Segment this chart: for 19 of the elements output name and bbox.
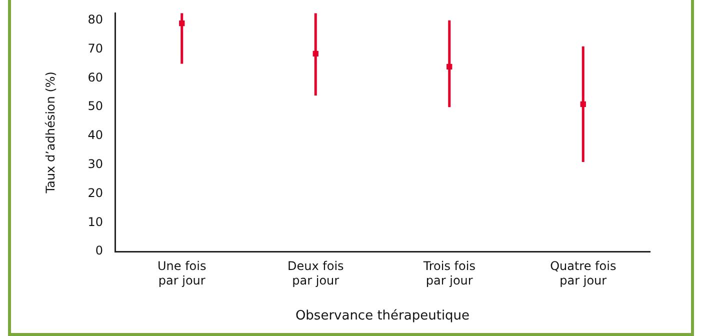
category-label: Trois fois [423,258,476,273]
y-tick-label: 10 [88,214,103,229]
category-label: par jour [158,273,206,288]
y-tick-label: 80 [88,12,103,27]
category-label: Une fois [158,258,206,273]
y-tick-label: 70 [88,41,103,56]
x-axis-title: Observance thérapeutique [295,308,470,324]
y-axis-title: Taux d’adhésion (%) [43,72,58,194]
y-tick-label: 50 [88,99,103,114]
y-tick-label: 20 [88,186,103,200]
y-tick-label: 60 [88,70,103,84]
category-label: par jour [426,273,473,288]
category-label: Deux fois [287,258,344,273]
y-tick-label: 0 [95,244,103,258]
category-label: Quatre fois [550,258,616,273]
category-label: par jour [560,273,607,288]
y-tick-label: 30 [88,157,103,172]
y-tick-label: 40 [88,128,103,142]
category-label: par jour [292,273,340,288]
